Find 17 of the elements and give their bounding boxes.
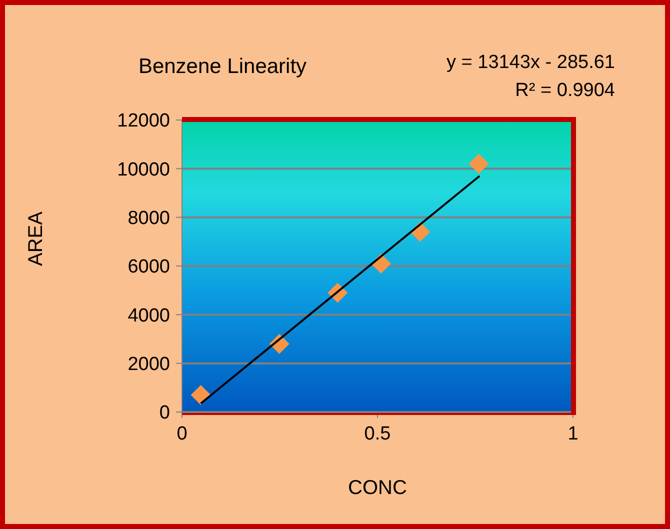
text: R² = 0.9904: [515, 80, 615, 101]
x-tick-label: 0: [176, 423, 188, 444]
point: [468, 154, 489, 174]
y-tick-label: 2000: [128, 354, 170, 376]
y-tick-label: 6000: [128, 256, 170, 278]
point: [190, 384, 211, 405]
y-tick-label: 4000: [128, 305, 170, 326]
y-tick-label: 0: [159, 402, 170, 424]
y-tick-label: 8000: [128, 208, 170, 230]
text: y = 13143x - 285.61: [446, 52, 615, 73]
x-tick-label: 1: [568, 423, 578, 444]
x-axis-title: CONC: [348, 477, 407, 499]
y-tick-label: 10000: [117, 159, 170, 180]
y-tick-label: 12000: [117, 110, 170, 132]
chart-title: Benzene Linearity: [137, 55, 308, 79]
x-tick-label: 0.5: [364, 423, 391, 444]
y-axis-title: AREA: [25, 210, 48, 266]
